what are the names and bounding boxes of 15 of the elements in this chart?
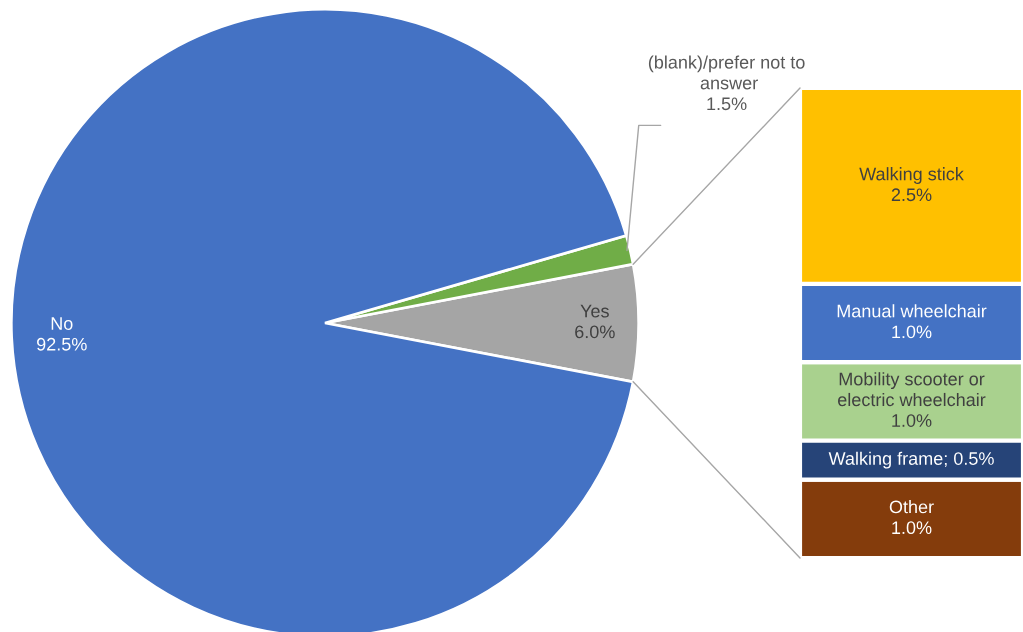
data-label: 1.5% — [707, 97, 747, 111]
series-label: Manual wheelchair — [837, 304, 987, 318]
data-label: 1.0% — [892, 414, 932, 427]
data-label: 92.5% — [37, 337, 87, 351]
data-label: 1.0% — [892, 521, 932, 535]
slice-label: (blank)/prefer not to answer — [648, 55, 805, 90]
slice-label: Yes — [580, 304, 609, 318]
slice-label: No — [51, 317, 73, 330]
series-label: Mobility scooter or electric wheelchair — [838, 372, 986, 407]
data-label: 2.5% — [891, 188, 932, 202]
data-label: Walking frame; 0.5% — [828, 451, 994, 469]
series-label: Other — [889, 500, 934, 514]
data-label: 6.0% — [575, 325, 615, 339]
series-label: Walking stick — [859, 167, 964, 184]
data-label: 1.0% — [892, 325, 932, 339]
